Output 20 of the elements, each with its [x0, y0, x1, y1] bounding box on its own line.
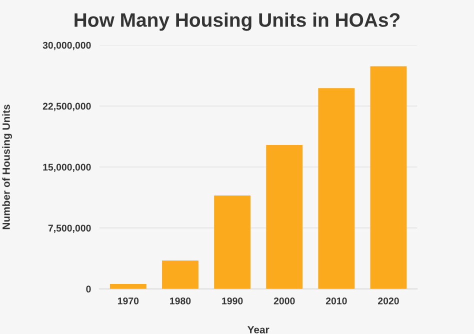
y-tick-label: 0 — [86, 286, 91, 293]
bar — [318, 88, 355, 289]
x-axis-title: Year — [248, 326, 270, 334]
y-tick-label: 7,500,000 — [48, 224, 91, 233]
chart-title: How Many Housing Units in HOAs? — [74, 12, 400, 31]
x-tick-label: 2000 — [274, 298, 295, 304]
y-tick-label: 15,000,000 — [43, 164, 91, 172]
bar — [370, 66, 407, 289]
x-tick-label: 2010 — [326, 298, 347, 304]
x-tick-label: 1980 — [170, 298, 191, 304]
bar — [214, 195, 251, 289]
bar — [266, 145, 303, 289]
y-tick-label: 30,000,000 — [42, 42, 91, 50]
y-axis-title: Number of Housing Units — [2, 104, 12, 230]
y-tick-label: 22,500,000 — [42, 102, 91, 112]
x-tick-label: 1970 — [118, 298, 139, 304]
bar — [162, 260, 198, 289]
x-tick-label: 1990 — [222, 298, 243, 304]
x-tick-label: 2020 — [378, 298, 399, 304]
bar — [110, 284, 146, 289]
